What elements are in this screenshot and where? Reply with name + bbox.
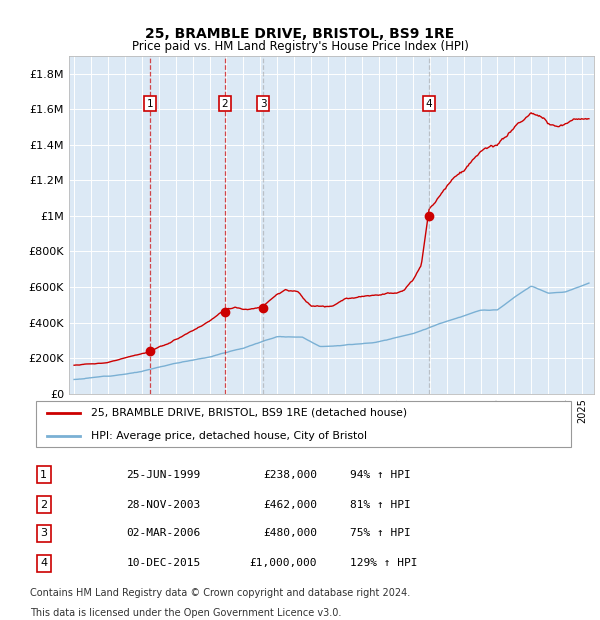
Text: Price paid vs. HM Land Registry's House Price Index (HPI): Price paid vs. HM Land Registry's House … xyxy=(131,40,469,53)
Text: 3: 3 xyxy=(260,99,266,109)
Text: 129% ↑ HPI: 129% ↑ HPI xyxy=(350,558,418,569)
Text: Contains HM Land Registry data © Crown copyright and database right 2024.: Contains HM Land Registry data © Crown c… xyxy=(30,588,410,598)
Text: 81% ↑ HPI: 81% ↑ HPI xyxy=(350,500,411,510)
Text: £1,000,000: £1,000,000 xyxy=(250,558,317,569)
Text: £238,000: £238,000 xyxy=(263,470,317,480)
Text: 02-MAR-2006: 02-MAR-2006 xyxy=(127,528,201,538)
Text: 2: 2 xyxy=(40,500,47,510)
Text: 10-DEC-2015: 10-DEC-2015 xyxy=(127,558,201,569)
Text: 25, BRAMBLE DRIVE, BRISTOL, BS9 1RE: 25, BRAMBLE DRIVE, BRISTOL, BS9 1RE xyxy=(145,27,455,41)
Text: 94% ↑ HPI: 94% ↑ HPI xyxy=(350,470,411,480)
Text: £480,000: £480,000 xyxy=(263,528,317,538)
Text: 25-JUN-1999: 25-JUN-1999 xyxy=(127,470,201,480)
FancyBboxPatch shape xyxy=(35,401,571,448)
Text: 1: 1 xyxy=(146,99,153,109)
Text: HPI: Average price, detached house, City of Bristol: HPI: Average price, detached house, City… xyxy=(91,431,367,441)
Text: 25, BRAMBLE DRIVE, BRISTOL, BS9 1RE (detached house): 25, BRAMBLE DRIVE, BRISTOL, BS9 1RE (det… xyxy=(91,408,407,418)
Text: £462,000: £462,000 xyxy=(263,500,317,510)
Text: This data is licensed under the Open Government Licence v3.0.: This data is licensed under the Open Gov… xyxy=(30,608,341,618)
Text: 75% ↑ HPI: 75% ↑ HPI xyxy=(350,528,411,538)
Text: 28-NOV-2003: 28-NOV-2003 xyxy=(127,500,201,510)
Text: 4: 4 xyxy=(425,99,432,109)
Text: 2: 2 xyxy=(221,99,228,109)
Text: 1: 1 xyxy=(40,470,47,480)
Text: 4: 4 xyxy=(40,558,47,569)
Text: 3: 3 xyxy=(40,528,47,538)
